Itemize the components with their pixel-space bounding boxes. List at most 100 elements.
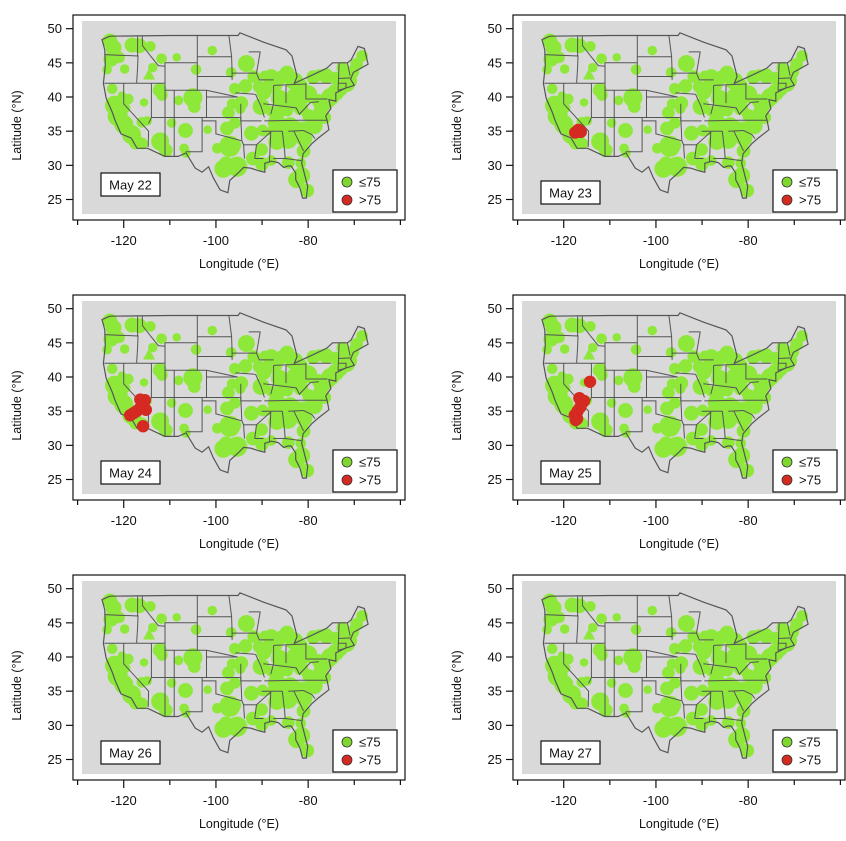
coverage-point (587, 342, 598, 353)
coverage-point (311, 374, 324, 387)
legend-marker (781, 456, 793, 468)
legend-box (772, 449, 838, 493)
state-border (268, 691, 272, 723)
coverage-point (238, 359, 253, 373)
date-label-box (540, 180, 601, 205)
map-panel-5: 25 30 35 40 45 50 -120 -100 -80 Longitude (°E) Lat… (10, 574, 406, 831)
state-border (703, 101, 759, 115)
coverage-point (119, 624, 130, 634)
state-border (708, 691, 712, 723)
coverage-point (237, 335, 255, 353)
state-border (256, 411, 272, 426)
legend-label: ≤75 (799, 175, 821, 190)
legend-label: >75 (799, 473, 821, 488)
state-border (668, 315, 673, 360)
coverage-point (207, 45, 218, 56)
coverage-point (237, 55, 255, 73)
state-border (337, 622, 347, 651)
coverage-point (585, 321, 596, 332)
coverage-point (244, 405, 259, 421)
y-tick-label: 40 (488, 370, 502, 385)
station-triangle (583, 628, 596, 640)
coverage-point (106, 363, 118, 375)
coverage-point (627, 380, 641, 393)
state-border (273, 83, 306, 86)
coverage-point (708, 132, 726, 150)
coverage-point (123, 373, 134, 385)
coverage-point (244, 685, 259, 701)
state-border (708, 411, 712, 443)
y-tick-label: 50 (48, 581, 62, 596)
state-border (728, 129, 756, 140)
coverage-halo (118, 89, 138, 109)
state-border (779, 637, 791, 639)
date-label-box (540, 460, 601, 485)
coverage-point (678, 359, 693, 373)
state-border (273, 131, 286, 159)
legend-marker (781, 474, 793, 486)
map-panel-4: 25 30 35 40 45 50 -120 -100 -80 Longitude (°E) Lat… (450, 294, 846, 551)
coverage-halo (687, 635, 711, 659)
y-axis-label: Latitude (°N) (450, 650, 464, 720)
coverage-point (113, 331, 125, 344)
state-border (703, 381, 759, 395)
y-tick-label: 40 (48, 370, 62, 385)
coverage-point (187, 660, 201, 673)
coverage-point (265, 155, 277, 166)
state-border (725, 438, 742, 442)
coverage-halo (116, 620, 134, 638)
legend-marker (341, 176, 353, 188)
state-border (668, 35, 673, 80)
state-border (104, 334, 139, 364)
state-border (710, 85, 715, 115)
state-border (256, 691, 272, 706)
coverage-point (145, 321, 156, 332)
y-tick-label: 35 (48, 124, 62, 139)
coverage-point (696, 124, 709, 137)
state-border (285, 158, 302, 162)
legend-label: >75 (359, 473, 381, 488)
coverage-point (708, 412, 726, 430)
coverage-point (255, 437, 269, 451)
state-border (293, 690, 305, 712)
coverage-point (172, 53, 181, 62)
coverage-point (563, 653, 574, 665)
coverage-halo (622, 654, 646, 678)
coverage-point (306, 630, 321, 645)
coverage-point (735, 717, 747, 729)
coverage-halo (687, 355, 711, 379)
state-border (339, 77, 351, 79)
coverage-point (559, 344, 570, 354)
legend-label: >75 (799, 193, 821, 208)
coverage-point (139, 98, 149, 107)
y-axis-label: Latitude (°N) (450, 90, 464, 160)
coverage-point (559, 102, 571, 114)
state-border (235, 92, 256, 95)
coverage-point (677, 55, 695, 73)
coverage-point (281, 104, 294, 117)
state-border (268, 131, 272, 163)
coverage-point (746, 70, 761, 85)
state-border (248, 331, 274, 361)
x-tick-label: -80 (299, 793, 318, 808)
coverage-halo (622, 374, 646, 398)
coverage-point (131, 598, 147, 614)
coverage-point (678, 79, 693, 93)
coverage-point (277, 684, 291, 698)
coverage-halo (558, 649, 578, 669)
x-tick-label: -120 (551, 513, 577, 528)
map-panel-6: 25 30 35 40 45 50 -120 -100 -80 Longitude (°E) Lat… (450, 574, 846, 831)
state-border (337, 342, 347, 371)
state-border (263, 101, 319, 115)
x-tick-label: -100 (203, 233, 229, 248)
coverage-point (219, 436, 233, 451)
coverage-point (119, 64, 130, 74)
coverage-point (145, 41, 156, 52)
date-label: May 26 (109, 746, 152, 761)
state-border (786, 62, 791, 76)
state-border (240, 383, 262, 402)
coverage-point (145, 601, 156, 612)
coverage-point (306, 70, 321, 85)
state-border (141, 315, 166, 347)
coverage-point (219, 156, 233, 171)
